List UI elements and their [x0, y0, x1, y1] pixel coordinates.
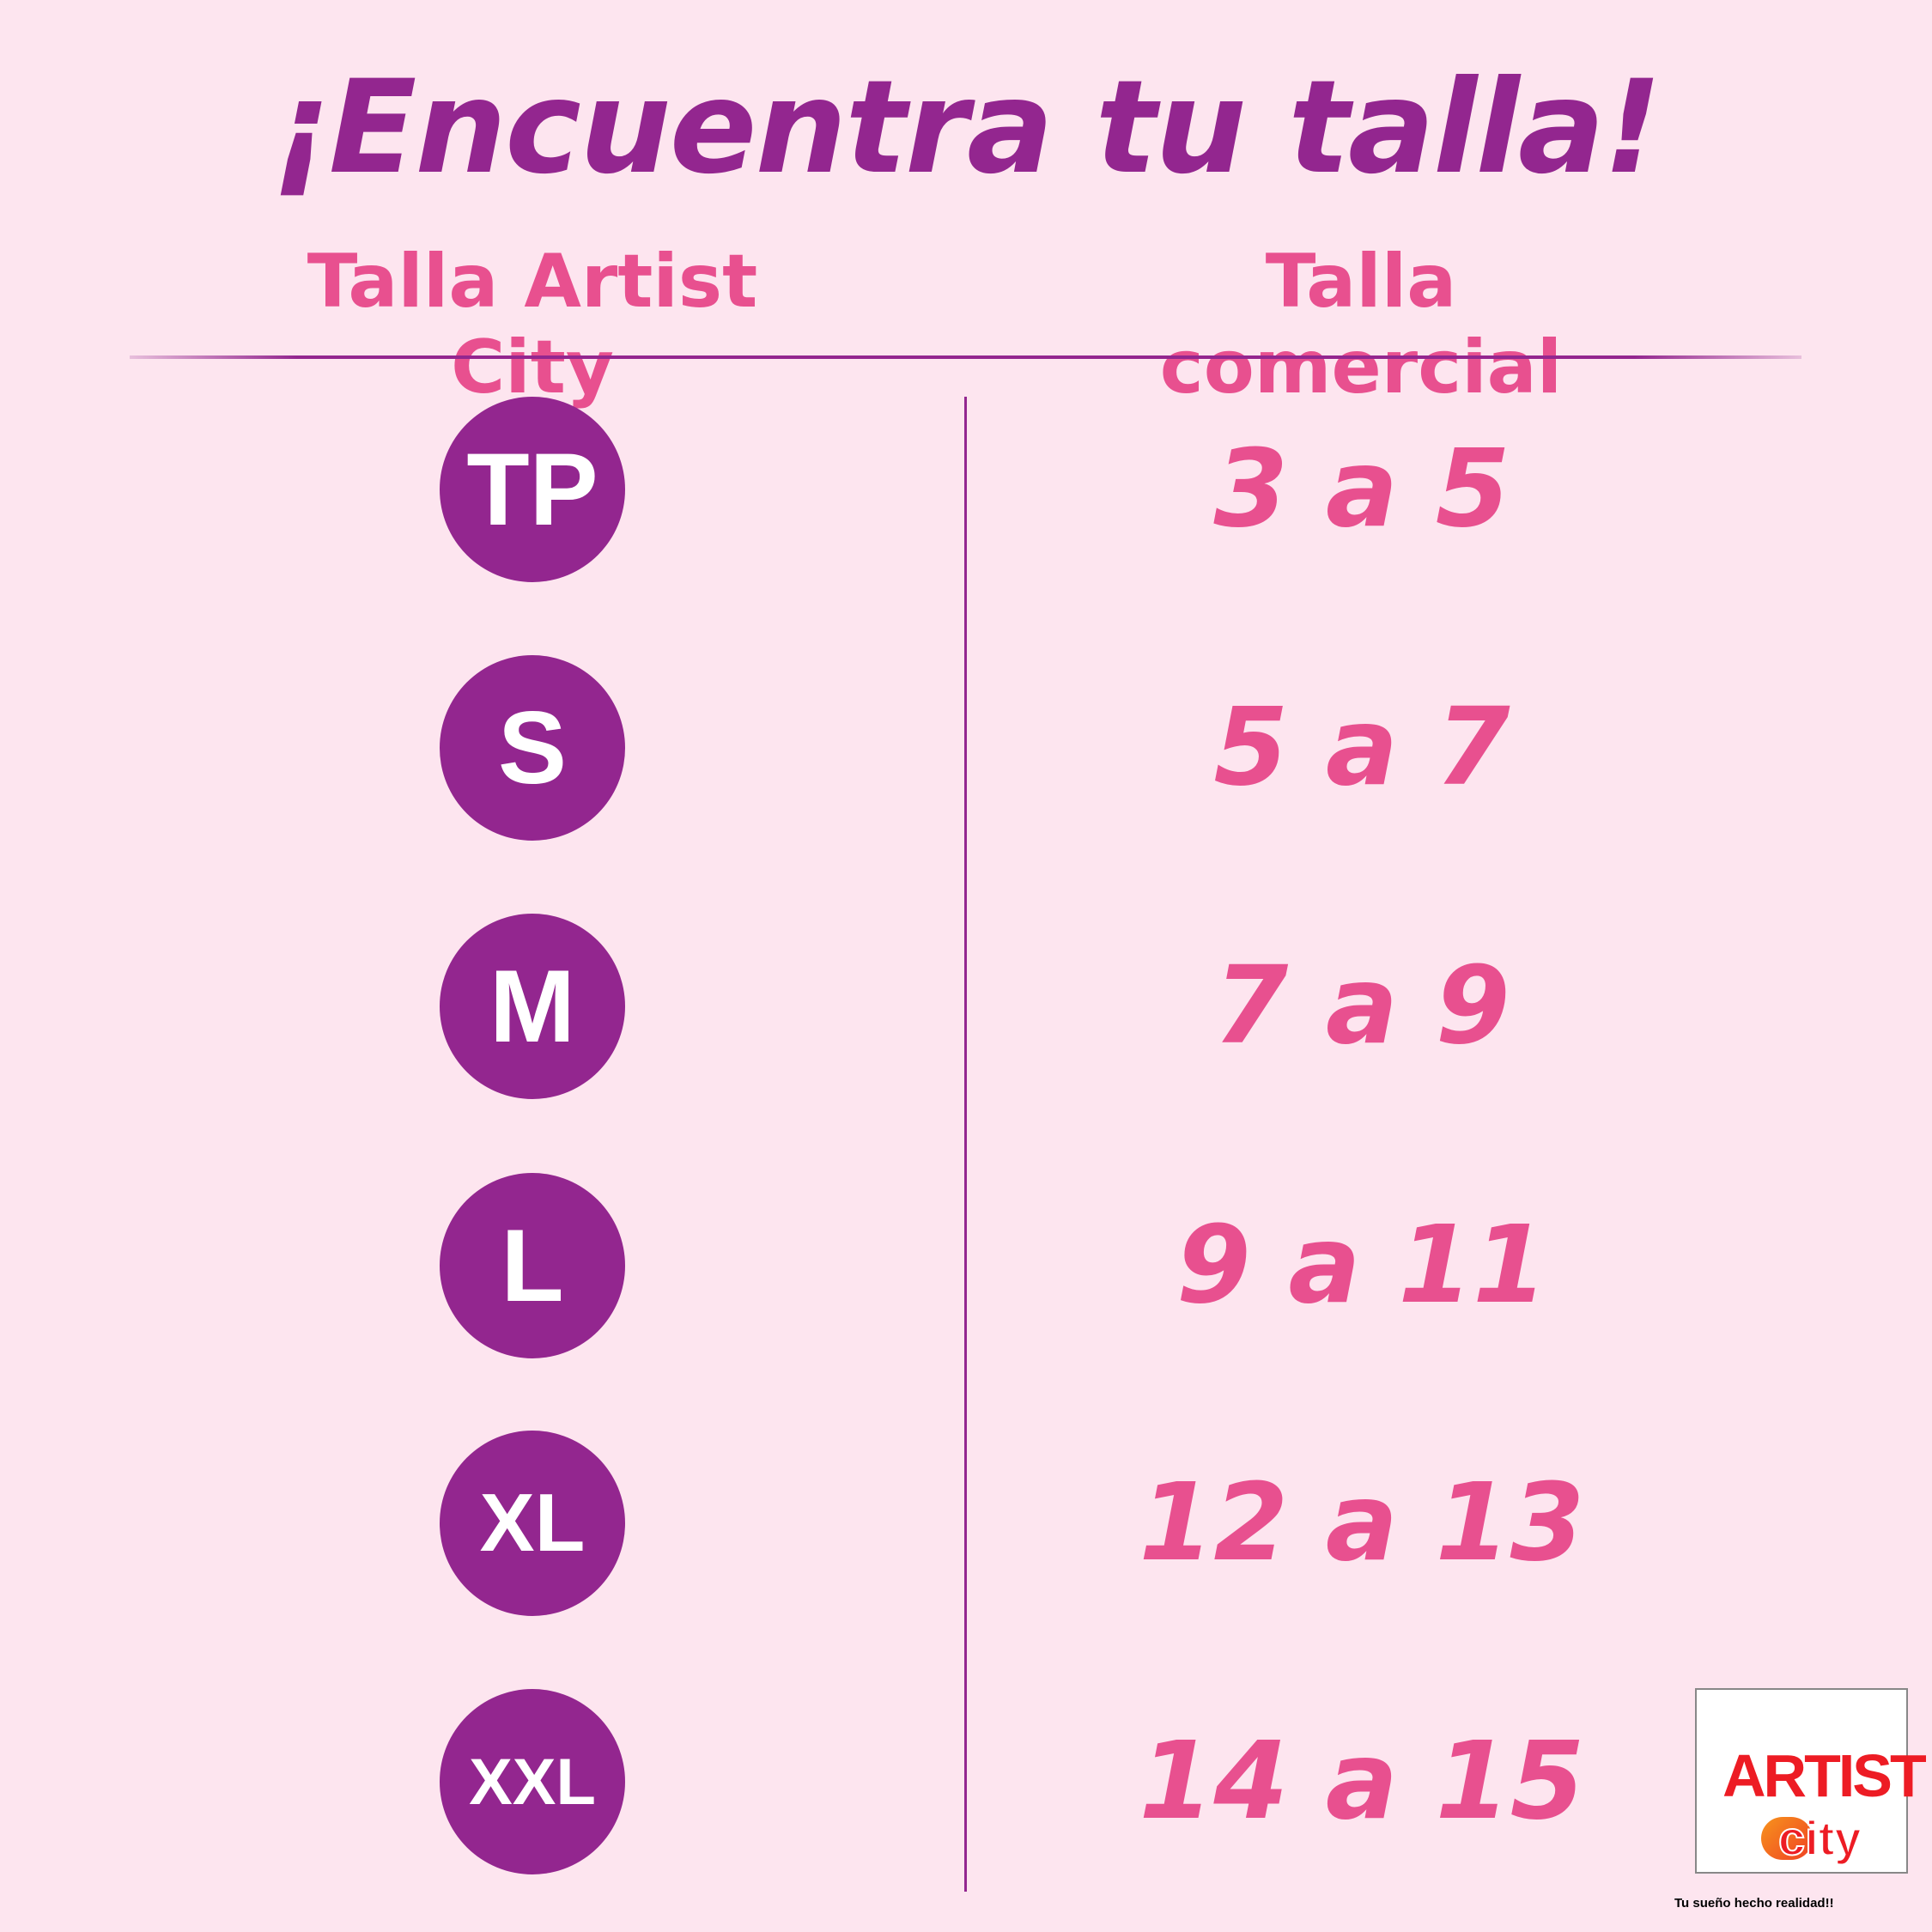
- size-range: 7 a 9: [1213, 944, 1510, 1068]
- size-badge-xl: XL: [440, 1431, 625, 1616]
- logo-tagline: Tu sueño hecho realidad!!: [1674, 1896, 1834, 1911]
- header-artist-city: Talla Artist City: [307, 239, 758, 410]
- size-range: 3 a 5: [1213, 427, 1510, 551]
- size-range: 14 a 15: [1139, 1719, 1585, 1844]
- size-badge-tp: TP: [440, 397, 625, 582]
- size-badge-xxl: XXL: [440, 1689, 625, 1874]
- page-title: ¡Encuentra tu talla!: [271, 53, 1662, 203]
- header-comercial: Talla comercial: [1159, 239, 1563, 410]
- logo-city-text: city: [1777, 1810, 1862, 1866]
- header-divider: [130, 355, 1801, 359]
- size-range: 12 a 13: [1139, 1461, 1585, 1585]
- size-range: 9 a 11: [1176, 1203, 1548, 1327]
- size-range: 5 a 7: [1213, 685, 1510, 810]
- column-divider: [964, 397, 967, 1892]
- size-badge-s: S: [440, 655, 625, 841]
- logo-wordmark: ARTIST: [1722, 1742, 1927, 1809]
- artist-city-logo: ARTIST city: [1695, 1688, 1927, 1874]
- logo-swoosh-icon: [1761, 1817, 1813, 1860]
- size-badge-l: L: [440, 1173, 625, 1358]
- size-badge-m: M: [440, 914, 625, 1099]
